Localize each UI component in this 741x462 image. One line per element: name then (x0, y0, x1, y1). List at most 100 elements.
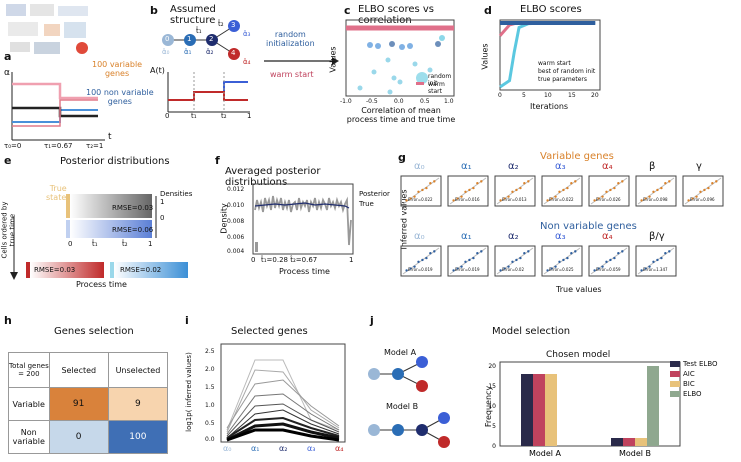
posterior-heatmaps (10, 194, 188, 280)
bar-1-2 (635, 438, 647, 446)
source-thumbnails (4, 2, 94, 57)
error-label: Error=0.022 (549, 197, 574, 202)
param-label: α₂ (508, 161, 519, 172)
param-label: α₃ (555, 161, 566, 172)
ytick-0012: 0.012 (227, 186, 245, 193)
legend-item: BIC (670, 380, 718, 388)
scatter-mini (400, 175, 442, 207)
panel-label: g (398, 151, 406, 164)
panel-label: e (4, 154, 12, 167)
model-b-label: Model B (386, 402, 419, 411)
nonvariable-genes-title: Non variable genes (540, 221, 637, 232)
t-axis-label: t (108, 132, 112, 142)
col-header-unselected: Unselected (108, 352, 168, 388)
tick-tau2: τ₂=1 (86, 142, 104, 150)
panel-f: f Averaged posterior distributions Densi… (215, 150, 390, 285)
node-4: 4 (231, 49, 236, 57)
tick-tau0: τ₀=0 (4, 142, 22, 150)
param-label: α₁ (461, 231, 472, 242)
x-axis-label: Correlation of mean process time and tru… (346, 106, 456, 124)
scatter-mini (494, 245, 536, 277)
xtick-0: 0.0 (394, 98, 404, 105)
error-label: Error=0.025 (549, 267, 574, 272)
error-label: Error=0.098 (643, 197, 668, 202)
scatter-mini (588, 245, 630, 277)
chart-legend: Test ELBO AIC BIC ELBO (670, 360, 718, 400)
param-label: β/γ (649, 231, 665, 242)
xtick-0: 0 (251, 256, 256, 264)
legend-random-init: random init (428, 73, 452, 87)
rmse-3: RMSE=0.03 (34, 266, 76, 274)
panel-label: j (370, 314, 374, 327)
scatter-mini (400, 245, 442, 277)
param-label: β (649, 161, 656, 172)
cell-variable-selected: 91 (49, 388, 109, 421)
panel-h: h Genes selection Total genes = 200 Sele… (0, 310, 180, 460)
rmse-4: RMSE=0.02 (120, 266, 162, 274)
scatter-mini (682, 175, 724, 207)
param-label: α₂ (508, 231, 519, 242)
panel-label: i (185, 314, 189, 327)
tree-diagram (162, 20, 250, 113)
panel-title: Assumed structure (170, 4, 216, 26)
tick-0: 0 (165, 112, 170, 120)
tick-1: 1 (148, 240, 153, 248)
legend-warm-start: warm start (428, 81, 445, 95)
xtick-alpha3: α₃ (307, 444, 316, 453)
ytick-0004: 0.004 (227, 248, 245, 255)
legend-label: AIC (683, 370, 695, 378)
legend-posterior: Posterior (359, 190, 390, 198)
panel-j: j Model selection Model A Model B Chosen… (360, 310, 741, 462)
panel-title: ELBO scores (520, 4, 582, 15)
xtick-15: 15 (568, 92, 576, 99)
arrow-icon (264, 57, 339, 65)
model-a-label: Model A (384, 348, 417, 357)
xtick-alpha2: α₂ (279, 444, 288, 453)
xtick-alpha1: α₁ (251, 444, 260, 453)
dens-tick-1: 1 (160, 198, 165, 206)
panel-e: e Posterior distributions True states De… (0, 150, 200, 285)
error-label: Error=0.022 (408, 197, 433, 202)
tick-t2: t̂₂ (122, 240, 128, 248)
elbo-line-chart (498, 19, 601, 91)
time-annotation: t̂₁=0.28 t̂₂=0.67 (261, 256, 318, 264)
panel-title: Selected genes (231, 326, 308, 337)
xtick-20: 20 (591, 92, 599, 99)
scatter-plot (345, 19, 455, 97)
tick-t1: t̂₁ (92, 240, 98, 248)
row-header-nonvariable: Non variable (8, 421, 50, 454)
param-label: α₄ (602, 231, 613, 242)
warm-start-text: warm start (270, 70, 314, 79)
ytick-label: 5 (492, 423, 496, 430)
ytick-label: 20 (488, 363, 496, 370)
error-label: Error=0.019 (455, 267, 480, 272)
panel-i: i Selected genes log1p( inferred values)… (185, 310, 355, 460)
chosen-model-bar-chart: 20 15 10 5 0 Model A Model B (488, 361, 681, 458)
legend-item: ELBO (670, 390, 718, 398)
A-axis-label: A(t) (150, 66, 165, 75)
category-label: Model B (619, 449, 651, 458)
param-label: α₃ (555, 231, 566, 242)
error-label: Error=0.019 (408, 267, 433, 272)
scatter-mini (494, 175, 536, 207)
scatter-mini (588, 175, 630, 207)
panel-title: Averaged posterior distributions (225, 166, 321, 188)
panel-label: h (4, 314, 12, 327)
error-label: Error=0.096 (690, 197, 715, 202)
scatter-mini (447, 245, 489, 277)
node-1: 1 (187, 35, 192, 43)
random-init-text: random initialization (266, 30, 315, 48)
scatter-mini (447, 175, 489, 207)
ytick-0008: 0.008 (227, 218, 245, 225)
nonvariable-genes-label: 100 non variable genes (86, 88, 154, 106)
param-label: γ (696, 161, 702, 172)
bar-1-0 (611, 438, 623, 446)
scatter-mini (635, 175, 677, 207)
alpha-2: α̂₂ (206, 48, 214, 56)
scatter-mini (541, 245, 583, 277)
ytick-00: 0.0 (205, 436, 215, 443)
ytick-05: 0.5 (205, 420, 215, 427)
panel-b: b Assumed structure 0 1 2 3 4 t̂₁ t̂₂ α̂… (150, 0, 260, 120)
xtick-1: 1 (349, 256, 354, 264)
legend-swatch (670, 391, 680, 397)
